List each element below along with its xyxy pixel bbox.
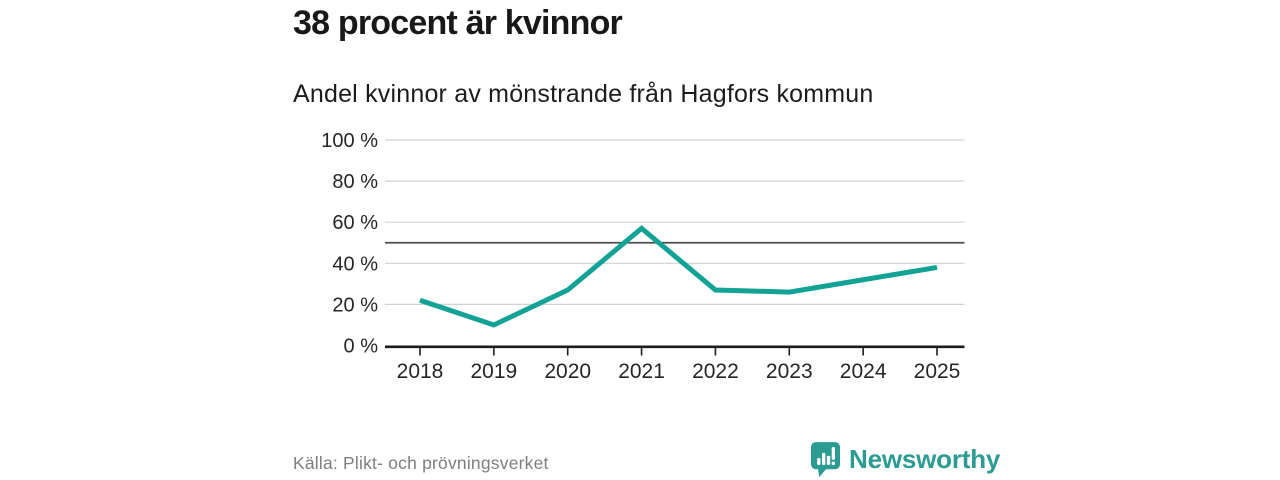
y-tick-label: 60 % [332, 212, 378, 234]
x-tick-label: 2020 [544, 360, 591, 383]
newsworthy-logo[interactable]: Newsworthy [810, 441, 1000, 478]
x-tick-label: 2021 [618, 360, 665, 383]
source-caption: Källa: Plikt- och prövningsverket [293, 453, 549, 473]
y-tick-label: 80 % [332, 171, 378, 193]
brand-name: Newsworthy [849, 444, 1001, 474]
line-chart: 2018 2019 2020 2021 2022 2023 2024 2025 0 % 20 % 4… [321, 130, 965, 383]
y-tick-label: 40 % [332, 253, 378, 275]
x-tick-label: 2022 [692, 360, 739, 383]
x-tick-label: 2018 [397, 360, 444, 383]
chart-subtitle: Andel kvinnor av mönstrande från Hagfors… [293, 80, 874, 108]
page-title: 38 procent är kvinnor [293, 4, 623, 42]
x-tick-label: 2024 [840, 360, 887, 383]
y-tick-label: 100 % [321, 130, 378, 152]
x-tick-label: 2025 [914, 360, 961, 383]
y-tick-label: 20 % [332, 294, 378, 316]
newsworthy-bar-chart-bubble-icon [810, 442, 841, 478]
chart-area: 2018 2019 2020 2021 2022 2023 2024 2025 0 % 20 % 4… [280, 122, 980, 394]
data-line [419, 225, 938, 328]
x-tick-label: 2023 [766, 360, 813, 383]
x-tick-label: 2019 [470, 360, 517, 383]
y-tick-label: 0 % [344, 336, 379, 358]
